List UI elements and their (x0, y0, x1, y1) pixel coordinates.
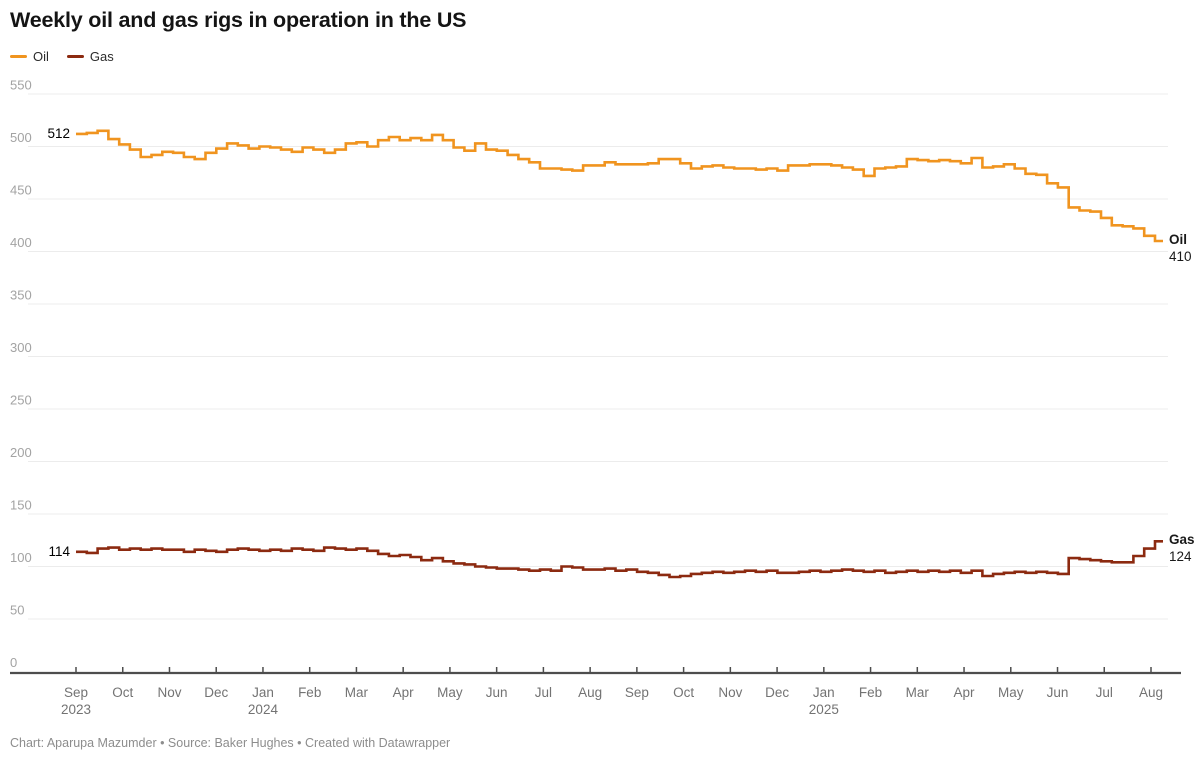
attribution-footer: Chart: Aparupa Mazumder • Source: Baker … (10, 736, 451, 750)
y-tick-label: 150 (10, 498, 32, 513)
y-tick-label: 450 (10, 183, 32, 198)
oil-start-value-label: 512 (47, 126, 70, 141)
legend-item-oil: Oil (10, 49, 49, 64)
gas-end-label: Gas 124 (1169, 532, 1195, 565)
x-tick-label: Nov (718, 685, 742, 700)
x-tick-label: Aug (1139, 685, 1163, 700)
gas-end-label-name: Gas (1169, 532, 1195, 547)
x-tick-label: Oct (673, 685, 694, 700)
x-tick-label: May (437, 685, 463, 700)
x-tick-label: Feb (859, 685, 882, 700)
gas-start-value-label: 114 (48, 544, 70, 559)
x-tick-label: Aug (578, 685, 602, 700)
oil-series-line (76, 129, 1163, 243)
x-tick-label: Jan (252, 685, 274, 700)
legend-label-gas: Gas (89, 49, 114, 64)
y-tick-label: 250 (10, 393, 32, 408)
x-tick-label: Oct (112, 685, 133, 700)
x-year-label: 2024 (248, 702, 279, 717)
x-tick-label: Sep (625, 685, 649, 700)
y-tick-label: 0 (10, 655, 17, 670)
chart-title: Weekly oil and gas rigs in operation in … (10, 8, 467, 32)
x-tick-label: Dec (204, 685, 228, 700)
y-tick-label: 50 (10, 603, 24, 618)
x-tick-label: Mar (906, 685, 930, 700)
x-tick-label: Jan (813, 685, 835, 700)
x-tick-label: Apr (954, 685, 976, 700)
x-year-label: 2023 (61, 702, 91, 717)
y-tick-label: 550 (10, 78, 32, 93)
x-tick-label: Apr (393, 685, 415, 700)
legend: Oil Gas (10, 49, 114, 64)
x-tick-label: Jul (535, 685, 552, 700)
y-tick-label: 200 (10, 445, 32, 460)
y-tick-label: 400 (10, 235, 32, 250)
oil-end-label: Oil 410 (1169, 232, 1192, 265)
oil-line-swatch-icon (10, 55, 27, 58)
x-tick-label: Sep (64, 685, 88, 700)
x-year-label: 2025 (809, 702, 839, 717)
y-tick-label: 300 (10, 340, 32, 355)
gas-series-line (76, 540, 1163, 579)
y-tick-label: 500 (10, 130, 32, 145)
x-tick-label: Jun (486, 685, 508, 700)
gas-line-swatch-icon (66, 55, 84, 58)
y-tick-label: 100 (10, 550, 32, 565)
legend-label-oil: Oil (33, 49, 49, 64)
x-tick-label: Feb (298, 685, 321, 700)
oil-end-label-value: 410 (1169, 248, 1192, 264)
x-tick-label: Jun (1047, 685, 1069, 700)
gas-end-label-value: 124 (1169, 548, 1192, 564)
y-tick-label: 350 (10, 288, 32, 303)
oil-end-label-name: Oil (1169, 232, 1188, 247)
x-tick-label: Nov (157, 685, 181, 700)
x-tick-label: Dec (765, 685, 789, 700)
x-tick-label: Mar (345, 685, 369, 700)
x-tick-label: May (998, 685, 1024, 700)
legend-item-gas: Gas (66, 49, 114, 64)
x-tick-label: Jul (1096, 685, 1113, 700)
